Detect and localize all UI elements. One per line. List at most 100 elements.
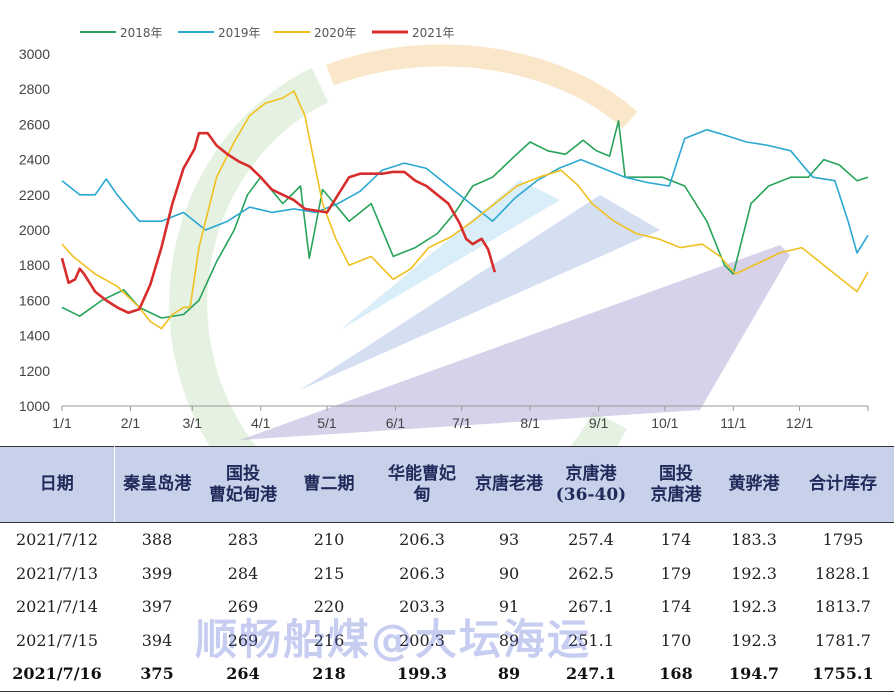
series-line-2018	[61, 120, 869, 319]
value-cell: 247.1	[546, 657, 636, 692]
x-tick-label: 6/1	[386, 415, 406, 431]
column-header: 京唐港 (36-40)	[546, 446, 636, 523]
value-cell: 218	[286, 657, 372, 692]
value-cell: 192.3	[731, 597, 777, 617]
value-cell: 1795	[822, 530, 864, 550]
x-tick-label: 12/1	[786, 415, 813, 431]
value-cell: 269	[227, 630, 259, 650]
date-cell: 2021/7/13	[15, 563, 99, 583]
y-tick-label: 1000	[19, 398, 50, 414]
value-cell: 251.1	[568, 630, 614, 650]
y-tick-label: 3000	[19, 46, 50, 62]
value-cell: 200.3	[399, 630, 445, 650]
legend-label: 2021年	[412, 26, 455, 40]
value-cell: 206.3	[399, 563, 445, 583]
value-cell: 93	[498, 530, 520, 550]
x-tick-label: 2/1	[121, 415, 141, 431]
legend-label: 2020年	[314, 26, 357, 40]
y-tick-label: 2200	[19, 187, 50, 203]
value-cell: 179	[660, 563, 692, 583]
value-cell: 264	[200, 657, 286, 692]
value-cell: 397	[141, 597, 173, 617]
column-header: 合计库存	[792, 446, 894, 523]
value-cell: 89	[472, 657, 546, 692]
y-tick-label: 2800	[19, 81, 50, 97]
column-header: 国投 京唐港	[636, 446, 716, 523]
date-cell: 2021/7/16	[0, 657, 114, 692]
x-tick-label: 8/1	[520, 415, 540, 431]
value-cell: 388	[141, 530, 173, 550]
column-header: 京唐老港	[472, 446, 546, 523]
value-cell: 206.3	[399, 530, 445, 550]
x-tick-label: 7/1	[452, 415, 472, 431]
series-line-2020	[61, 90, 869, 330]
value-cell: 1755.1	[792, 657, 894, 692]
table-row: 2021/7/14 397 269 220 203.3 91 267.1 174 192.3 18…	[0, 590, 894, 624]
port-inventory-table-container: 日期 秦皇岛港 国投 曹妃甸港 曹二期 华能曹妃 甸京唐老港 京唐港 (36-40) 国投 …	[0, 446, 896, 694]
value-cell: 216	[313, 630, 345, 650]
series-line-2021	[60, 131, 497, 315]
table-row: 2021/7/16 375 264 218 199.3 89 247.1 168 194.7 17…	[0, 657, 894, 692]
value-cell: 174	[660, 530, 692, 550]
x-tick-label: 10/1	[651, 415, 678, 431]
y-tick-label: 2000	[19, 222, 50, 238]
column-header: 日期	[0, 446, 115, 523]
x-tick-label: 9/1	[589, 415, 609, 431]
y-tick-label: 2600	[19, 116, 50, 132]
value-cell: 215	[313, 563, 345, 583]
y-tick-label: 1600	[19, 292, 50, 308]
legend-label: 2019年	[218, 26, 261, 40]
port-inventory-table: 日期 秦皇岛港 国投 曹妃甸港 曹二期 华能曹妃 甸京唐老港 京唐港 (36-40) 国投 …	[0, 446, 894, 692]
value-cell: 89	[498, 630, 520, 650]
value-cell: 262.5	[568, 563, 614, 583]
date-cell: 2021/7/14	[15, 597, 99, 617]
y-tick-label: 1400	[19, 328, 50, 344]
table-row: 2021/7/12 388 283 210 206.3 93 257.4 174 183.3 17…	[0, 523, 894, 557]
line-chart: 1000 1200 1400 1600 1800 2000 2200 2400 2600 2800…	[19, 26, 869, 446]
value-cell: 174	[660, 597, 692, 617]
column-header: 国投 曹妃甸港	[200, 446, 286, 523]
series-line-2019	[61, 128, 869, 254]
table-row: 2021/7/13 399 284 215 206.3 90 262.5 179 192.3 18…	[0, 557, 894, 591]
value-cell: 220	[313, 597, 345, 617]
x-tick-label: 4/1	[251, 415, 271, 431]
date-cell: 2021/7/15	[15, 630, 99, 650]
value-cell: 192.3	[731, 563, 777, 583]
x-tick-label: 5/1	[317, 415, 337, 431]
value-cell: 199.3	[372, 657, 472, 692]
value-cell: 90	[498, 563, 520, 583]
value-cell: 210	[313, 530, 345, 550]
value-cell: 269	[227, 597, 259, 617]
value-cell: 257.4	[568, 530, 614, 550]
value-cell: 399	[141, 563, 173, 583]
column-header: 秦皇岛港	[114, 446, 200, 523]
background-logo	[169, 44, 790, 446]
y-tick-label: 2400	[19, 152, 50, 168]
column-header: 曹二期	[286, 446, 372, 523]
y-tick-label: 1800	[19, 257, 50, 273]
value-cell: 284	[227, 563, 259, 583]
table-header-row: 日期 秦皇岛港 国投 曹妃甸港 曹二期 华能曹妃 甸京唐老港 京唐港 (36-40) 国投 …	[0, 446, 894, 523]
value-cell: 1828.1	[815, 563, 871, 583]
value-cell: 192.3	[731, 630, 777, 650]
column-header: 华能曹妃 甸	[372, 446, 472, 523]
x-tick-label: 1/1	[52, 415, 72, 431]
value-cell: 394	[141, 630, 173, 650]
value-cell: 375	[114, 657, 200, 692]
value-cell: 283	[227, 530, 259, 550]
date-cell: 2021/7/12	[15, 530, 99, 550]
x-tick-label: 3/1	[183, 415, 203, 431]
value-cell: 1781.7	[815, 630, 871, 650]
legend-label: 2018年	[120, 26, 163, 40]
value-cell: 91	[498, 597, 520, 617]
value-cell: 168	[636, 657, 716, 692]
x-tick-label: 11/1	[720, 415, 746, 431]
value-cell: 183.3	[731, 530, 777, 550]
value-cell: 194.7	[716, 657, 792, 692]
value-cell: 1813.7	[815, 597, 871, 617]
value-cell: 267.1	[568, 597, 614, 617]
value-cell: 170	[660, 630, 692, 650]
column-header: 黄骅港	[716, 446, 792, 523]
table-row: 2021/7/15 394 269 216 200.3 89 251.1 170 192.3 17…	[0, 624, 894, 658]
y-tick-label: 1200	[19, 363, 50, 379]
